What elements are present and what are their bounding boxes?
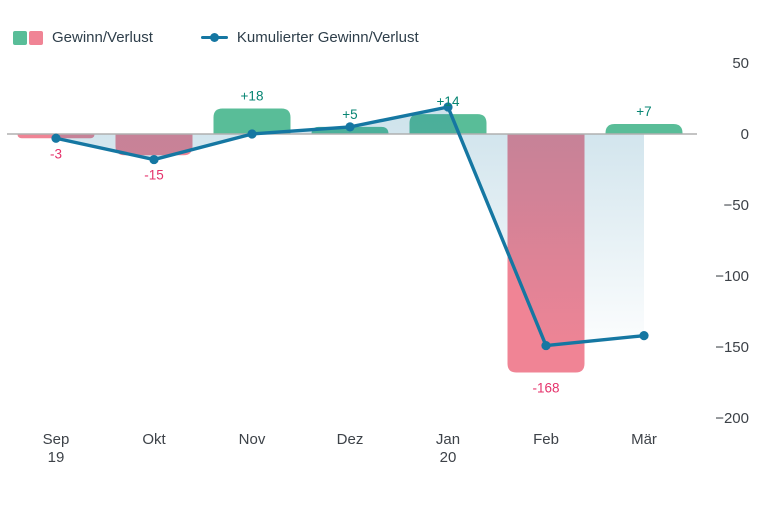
x-axis-label: Nov (239, 431, 266, 448)
bar-value-label: -3 (50, 146, 62, 161)
chart-legend: Gewinn/Verlust Kumulierter Gewinn/Verlus… (13, 29, 419, 46)
line-point-nov[interactable] (247, 129, 257, 139)
legend-label-gewinn-verlust: Gewinn/Verlust (52, 29, 153, 46)
line-point-feb[interactable] (541, 340, 551, 351)
line-point-dez[interactable] (345, 122, 355, 132)
bar-value-label: -15 (144, 168, 164, 183)
legend-item-gewinn-verlust[interactable]: Gewinn/Verlust (13, 29, 153, 46)
legend-swatch-positive-icon (13, 30, 27, 45)
x-axis-label: Okt (142, 431, 166, 448)
y-axis-label: −50 (724, 197, 749, 214)
cumulative-area-fill (56, 107, 644, 346)
y-axis-label: −200 (715, 410, 749, 427)
bar-nov[interactable] (213, 108, 291, 134)
bar-value-label: +5 (342, 107, 357, 122)
bar-value-label: +14 (437, 94, 460, 109)
legend-swatch-negative-icon (29, 30, 43, 45)
bar-mär[interactable] (605, 124, 683, 134)
x-axis-label: Feb (533, 431, 559, 448)
y-axis-label: 0 (741, 126, 749, 143)
legend-label-kumulierter: Kumulierter Gewinn/Verlust (236, 29, 419, 46)
bar-value-label: -168 (532, 381, 559, 396)
legend-item-kumulierter[interactable]: Kumulierter Gewinn/Verlust (200, 29, 419, 46)
bar-value-label: +18 (241, 88, 264, 103)
line-point-mär[interactable] (639, 331, 649, 341)
line-point-sep-19[interactable] (51, 133, 61, 143)
line-point-okt[interactable] (149, 154, 159, 165)
line-point-jan-20[interactable] (443, 102, 453, 112)
y-axis-label: −150 (715, 339, 749, 356)
legend-line-marker-icon (200, 33, 228, 42)
y-axis-label: 50 (732, 55, 749, 72)
y-axis-label: −100 (715, 268, 749, 285)
x-axis-label: Mär (631, 431, 657, 448)
bar-value-label: +7 (636, 104, 651, 119)
x-axis-label: Jan 20 (436, 431, 460, 466)
x-axis-label: Dez (337, 431, 364, 448)
x-axis-label: Sep 19 (43, 431, 70, 466)
